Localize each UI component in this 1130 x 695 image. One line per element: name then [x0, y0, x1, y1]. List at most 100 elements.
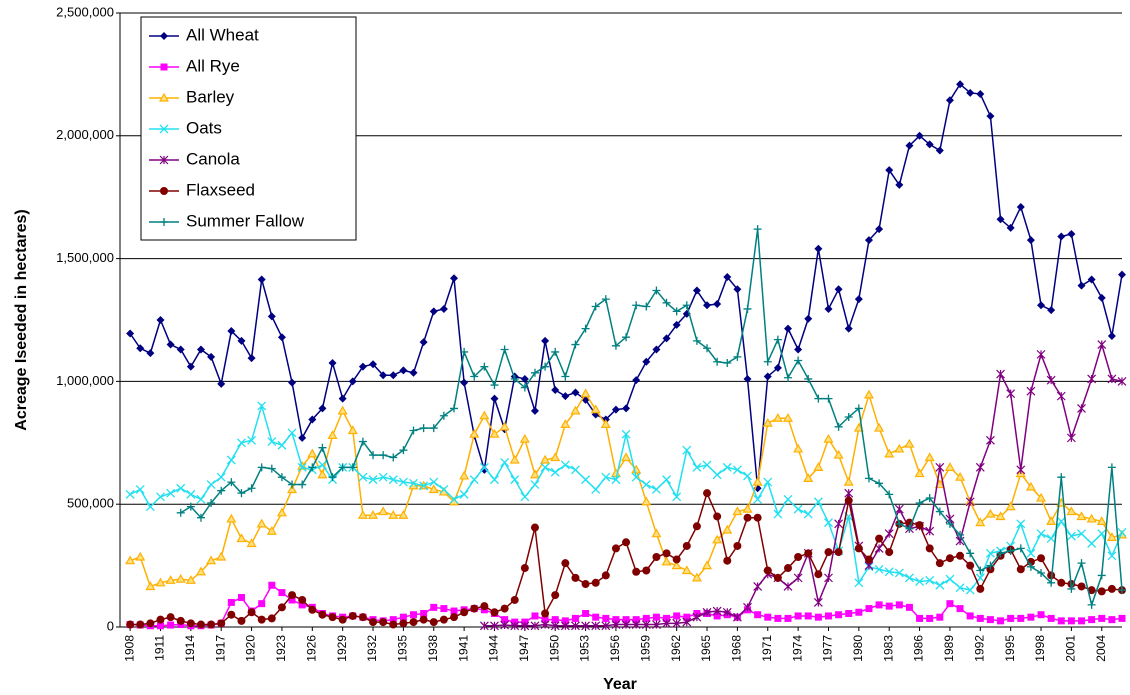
marker — [307, 448, 318, 458]
marker — [379, 618, 388, 627]
x-tick-label: 1992 — [972, 635, 986, 662]
legend-label: All Wheat — [186, 25, 259, 44]
marker — [641, 620, 651, 629]
marker — [925, 494, 934, 503]
marker — [499, 421, 510, 431]
marker — [662, 334, 671, 343]
marker — [166, 340, 175, 349]
marker — [853, 422, 864, 432]
x-tick-label: 2001 — [1064, 635, 1078, 662]
marker — [160, 32, 168, 40]
marker — [358, 362, 367, 371]
marker — [541, 616, 549, 624]
marker — [551, 591, 560, 600]
marker — [632, 616, 640, 624]
marker — [661, 556, 672, 566]
marker — [1097, 529, 1107, 539]
marker — [267, 437, 277, 447]
marker — [1056, 391, 1066, 401]
marker — [763, 477, 773, 487]
marker — [986, 616, 994, 624]
marker — [520, 374, 529, 383]
marker — [429, 618, 438, 627]
marker — [217, 379, 226, 388]
marker — [500, 345, 509, 354]
marker — [551, 347, 560, 356]
marker — [176, 616, 185, 625]
marker — [267, 464, 276, 473]
marker — [671, 560, 682, 570]
marker — [469, 475, 479, 485]
marker — [136, 620, 145, 629]
marker — [460, 378, 469, 387]
marker — [176, 508, 185, 517]
marker — [1087, 586, 1096, 595]
marker — [327, 430, 338, 440]
marker — [996, 369, 1005, 379]
x-tick-label: 1935 — [396, 635, 410, 662]
marker — [186, 619, 195, 628]
marker — [651, 620, 661, 629]
marker — [662, 618, 671, 628]
marker — [793, 573, 803, 583]
marker — [519, 433, 530, 443]
marker — [591, 621, 601, 631]
marker — [915, 131, 924, 140]
marker — [651, 485, 661, 494]
marker — [480, 602, 489, 611]
marker — [176, 483, 186, 493]
y-tick-label: 500,000 — [67, 496, 114, 511]
marker — [581, 475, 591, 485]
marker — [1016, 465, 1026, 475]
marker — [398, 477, 408, 487]
x-tick-label: 1956 — [608, 635, 622, 662]
marker — [389, 371, 398, 380]
marker — [722, 607, 732, 617]
marker — [1106, 532, 1117, 541]
marker — [195, 566, 207, 576]
marker — [722, 462, 732, 472]
marker — [1026, 548, 1036, 558]
marker — [743, 374, 752, 383]
marker — [732, 506, 743, 516]
marker — [945, 519, 954, 528]
marker — [632, 376, 641, 385]
marker — [298, 595, 307, 604]
marker — [905, 603, 913, 611]
marker — [419, 424, 428, 433]
marker — [916, 614, 924, 622]
marker — [641, 496, 652, 506]
marker — [551, 385, 560, 394]
y-tick-label: 1,000,000 — [56, 373, 114, 388]
marker — [490, 621, 499, 631]
marker — [935, 146, 944, 155]
marker — [541, 336, 550, 345]
marker — [186, 362, 195, 371]
marker — [591, 485, 601, 494]
marker — [1097, 571, 1106, 580]
marker — [1097, 293, 1106, 302]
marker — [672, 492, 682, 502]
marker — [207, 498, 216, 507]
marker — [1026, 562, 1035, 571]
marker — [571, 621, 580, 631]
marker — [610, 468, 621, 478]
marker — [126, 329, 135, 338]
marker — [1057, 578, 1066, 587]
marker — [1056, 516, 1066, 526]
x-tick-label: 1989 — [942, 635, 956, 662]
marker — [338, 615, 347, 624]
marker — [1077, 582, 1086, 591]
marker — [835, 611, 843, 619]
marker — [135, 551, 146, 561]
marker — [813, 598, 823, 607]
marker — [460, 608, 469, 617]
marker — [804, 374, 813, 383]
marker — [804, 314, 813, 323]
marker — [621, 620, 631, 629]
marker — [277, 440, 287, 450]
marker — [904, 573, 914, 583]
marker — [1005, 501, 1016, 511]
marker — [257, 401, 267, 411]
marker — [662, 475, 672, 485]
